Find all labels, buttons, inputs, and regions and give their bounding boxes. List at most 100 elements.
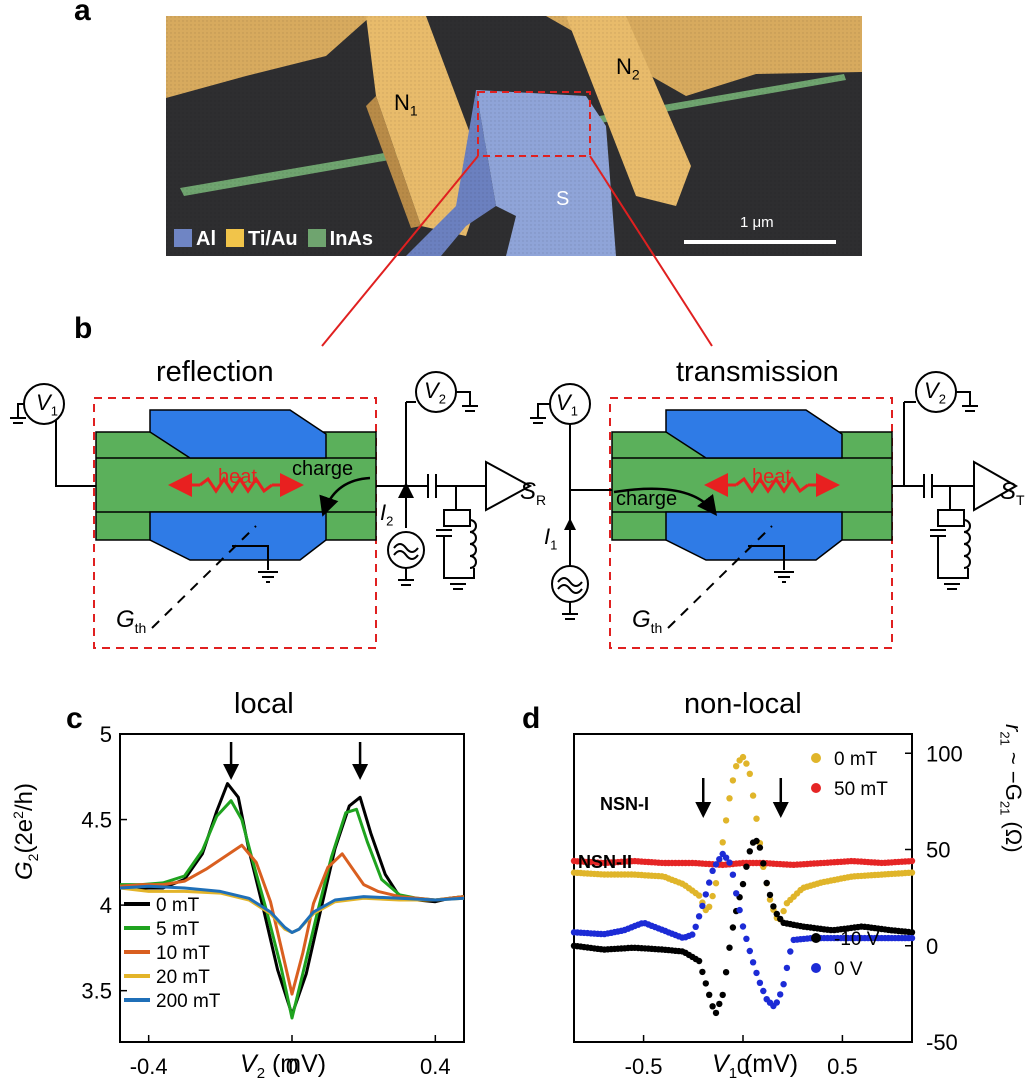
sem-illustration xyxy=(166,16,862,256)
n2-label: N2 xyxy=(616,54,640,83)
data-point xyxy=(729,924,737,931)
y-tick-label: 0 xyxy=(926,934,938,959)
nsn1-annotation: NSN-I xyxy=(600,794,649,814)
data-point xyxy=(746,848,753,855)
y-tick-label: 3.5 xyxy=(81,979,112,1004)
panel-b-label: b xyxy=(74,312,93,345)
data-point xyxy=(777,991,784,998)
data-point xyxy=(726,795,733,802)
charge-label-right: charge xyxy=(616,488,678,510)
data-point xyxy=(722,817,730,824)
y-tick-label: 5 xyxy=(100,722,112,747)
data-point xyxy=(780,907,787,915)
data-point xyxy=(753,815,760,822)
legend-label: 5 mT xyxy=(156,919,200,940)
y-tick-label: -50 xyxy=(926,1030,958,1055)
v1-label-left: V1 xyxy=(36,390,58,419)
data-point xyxy=(709,1003,716,1010)
data-point xyxy=(709,892,716,900)
data-point xyxy=(739,880,747,888)
gth-label-left: Gth xyxy=(116,606,147,636)
v1-meter-left xyxy=(10,383,96,487)
data-point xyxy=(753,837,760,845)
data-point xyxy=(763,879,770,887)
data-point xyxy=(766,896,774,903)
nonlocal-chart: -0.5 0 0.5 -50 0 50 100 0 mT 50 mT -10 V 0 V xyxy=(570,733,963,1079)
data-point xyxy=(749,959,757,966)
v1-label-right: V1 xyxy=(556,390,578,419)
series-line xyxy=(119,884,465,934)
circuit-diagram xyxy=(10,371,1019,649)
data-point xyxy=(716,1000,723,1008)
n1-label: N1 xyxy=(394,90,418,119)
panel-a-label: a xyxy=(74,0,91,27)
legend-item: Ti/Au xyxy=(226,228,298,251)
legend-marker xyxy=(811,753,821,763)
heat-label-right: heat xyxy=(752,466,791,488)
reflection-device xyxy=(93,397,377,649)
zoom-box xyxy=(477,91,591,157)
st-label: ST xyxy=(1000,478,1025,508)
legend-label: 200 mT xyxy=(156,991,221,1012)
panel-c-xlabel: V2 (mV) xyxy=(240,1050,327,1082)
x-tick-label: 0 xyxy=(737,1054,749,1079)
s-label: S xyxy=(556,188,570,210)
data-point xyxy=(908,869,916,876)
panel-c-ylabel: G2(2e2/h) xyxy=(10,783,41,880)
sem-image: N1 N2 S 1 μm Al Ti/Au InAs xyxy=(166,16,862,256)
data-point xyxy=(695,957,703,965)
data-point xyxy=(743,760,750,767)
data-point xyxy=(780,981,787,988)
material-legend: Al Ti/Au InAs xyxy=(174,228,373,251)
legend-marker xyxy=(811,783,821,793)
data-point xyxy=(702,891,709,898)
legend-label: 10 mT xyxy=(156,943,210,964)
data-point xyxy=(770,903,777,910)
transmission-drive xyxy=(530,383,612,620)
data-point xyxy=(712,1009,720,1017)
legend-label: 20 mT xyxy=(156,967,210,988)
data-point xyxy=(702,980,709,987)
data-point xyxy=(743,935,750,942)
zoom-lines xyxy=(321,155,713,347)
i1-label: I1 xyxy=(544,524,558,553)
data-point xyxy=(760,860,767,867)
data-point xyxy=(692,923,699,930)
data-point xyxy=(709,867,716,874)
data-point xyxy=(753,969,760,977)
data-point xyxy=(756,844,764,851)
x-tick-label: -0.5 xyxy=(625,1054,663,1079)
peak-arrowhead xyxy=(223,764,240,780)
legend-label: 50 mT xyxy=(834,779,888,800)
data-point xyxy=(726,944,733,951)
data-point xyxy=(729,871,737,878)
plot-frame xyxy=(573,733,913,1043)
i2-label: I2 xyxy=(380,500,394,529)
data-point xyxy=(739,753,747,761)
v2-label-right: V2 xyxy=(924,378,946,407)
data-point xyxy=(736,906,743,914)
data-point xyxy=(787,948,794,955)
v2-label-left: V2 xyxy=(424,378,446,407)
panel-d-xlabel: V1 (mV) xyxy=(712,1050,799,1082)
y-tick-label: 4 xyxy=(100,893,112,918)
data-point xyxy=(760,987,767,995)
data-point xyxy=(733,763,740,770)
data-point xyxy=(773,910,780,918)
local-chart: -0.4 0 0.4 3.5 4 4.5 5 0 mT 5 mT 10 mT 20 mT 200 mT xyxy=(81,722,465,1079)
data-point xyxy=(719,991,726,999)
data-point xyxy=(695,892,703,899)
heat-label-left: heat xyxy=(218,466,257,488)
data-point xyxy=(746,947,753,955)
charge-label-left: charge xyxy=(292,458,354,480)
y-tick-label: 100 xyxy=(926,741,963,766)
panel-d-label: d xyxy=(522,702,541,735)
legend-item: InAs xyxy=(307,228,373,251)
transmission-device xyxy=(609,397,893,649)
y-tick-label: 50 xyxy=(926,838,950,863)
peak-arrowhead xyxy=(695,802,712,818)
x-tick-label: 0.5 xyxy=(827,1054,858,1079)
panel-c-label: c xyxy=(66,702,83,735)
sr-label: SR xyxy=(520,478,547,508)
data-point xyxy=(706,991,713,998)
